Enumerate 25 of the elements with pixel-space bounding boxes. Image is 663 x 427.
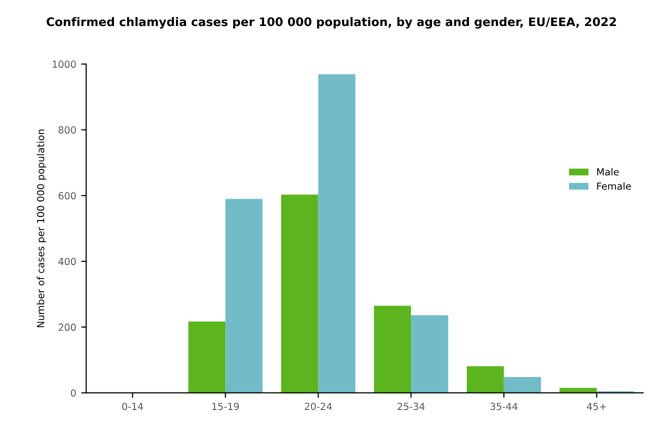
bar	[560, 388, 597, 393]
x-tick-label: 35-44	[490, 402, 518, 410]
bar	[281, 194, 318, 393]
y-tick-label: 400	[58, 258, 76, 266]
x-tick-label: 45+	[586, 402, 606, 410]
x-tick-label: 15-19	[212, 402, 239, 410]
bar	[466, 366, 504, 393]
y-tick-label: 1000	[52, 60, 76, 68]
bar	[188, 321, 226, 393]
legend-label: Female	[597, 182, 631, 190]
x-tick-label: 0-14	[122, 402, 144, 410]
y-axis-title: Number of cases per 100 000 population	[36, 130, 46, 328]
x-tick-label: 25-34	[398, 402, 425, 410]
bar	[318, 74, 356, 393]
bar	[225, 198, 263, 393]
bar	[374, 306, 412, 393]
legend-label: Male	[597, 168, 619, 176]
x-tick-label: 20-24	[304, 402, 332, 410]
y-tick-label: 200	[58, 324, 76, 331]
y-tick-label: 800	[58, 126, 76, 134]
y-tick-label: 600	[58, 192, 76, 200]
chart-title: Confirmed chlamydia cases per 100 000 population, by age and gender, EU/EEA, 2022	[46, 17, 616, 29]
bar	[504, 377, 542, 393]
y-tick-label: 0	[70, 389, 76, 397]
bar	[411, 315, 448, 393]
